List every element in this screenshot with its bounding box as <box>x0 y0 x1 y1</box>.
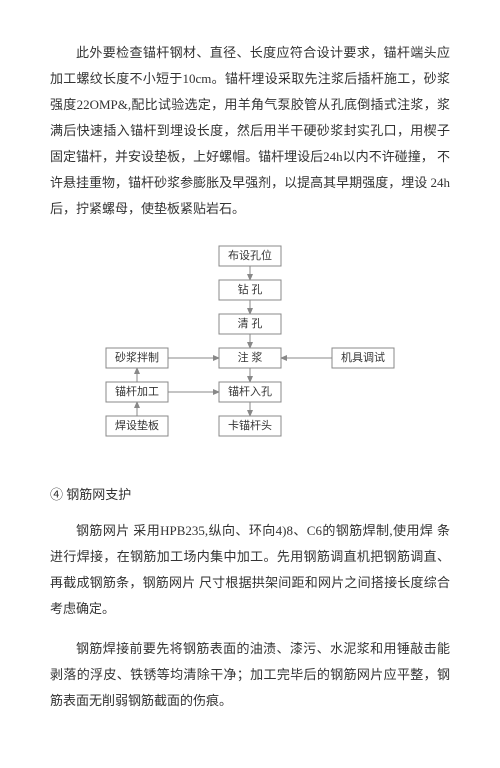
svg-text:机具调试: 机具调试 <box>341 350 385 364</box>
svg-text:钻 孔: 钻 孔 <box>238 282 263 296</box>
svg-text:卡锚杆头: 卡锚杆头 <box>228 418 272 432</box>
paragraph-anchor-bolt: 此外要检查锚杆钢材、直径、长度应符合设计要求，锚杆端头应 加工螺纹长度不小短于1… <box>50 40 450 222</box>
svg-text:注 浆: 注 浆 <box>238 350 263 364</box>
svg-text:布设孔位: 布设孔位 <box>228 248 272 262</box>
svg-text:锚杆加工: 锚杆加工 <box>115 384 159 398</box>
heading-rebar-mesh: ④ 钢筋网支护 <box>50 482 450 508</box>
flowchart: 布设孔位钻 孔清 孔注 浆锚杆入孔卡锚杆头 砂浆拌制锚杆加工焊设垫板 机具调试 <box>50 242 450 456</box>
paragraph-rebar-mesh-2: 钢筋焊接前要先将钢筋表面的油渍、漆污、水泥浆和用锤敲击能 剥落的浮皮、铁锈等均清… <box>50 636 450 714</box>
svg-text:锚杆入孔: 锚杆入孔 <box>228 384 272 398</box>
svg-text:焊设垫板: 焊设垫板 <box>115 418 159 432</box>
svg-text:砂浆拌制: 砂浆拌制 <box>115 350 159 364</box>
paragraph-rebar-mesh-1: 钢筋网片 采用HPB235,纵向、环向4)8、C6的钢筋焊制,使用焊 条进行焊接… <box>50 518 450 622</box>
svg-text:清 孔: 清 孔 <box>238 317 263 330</box>
